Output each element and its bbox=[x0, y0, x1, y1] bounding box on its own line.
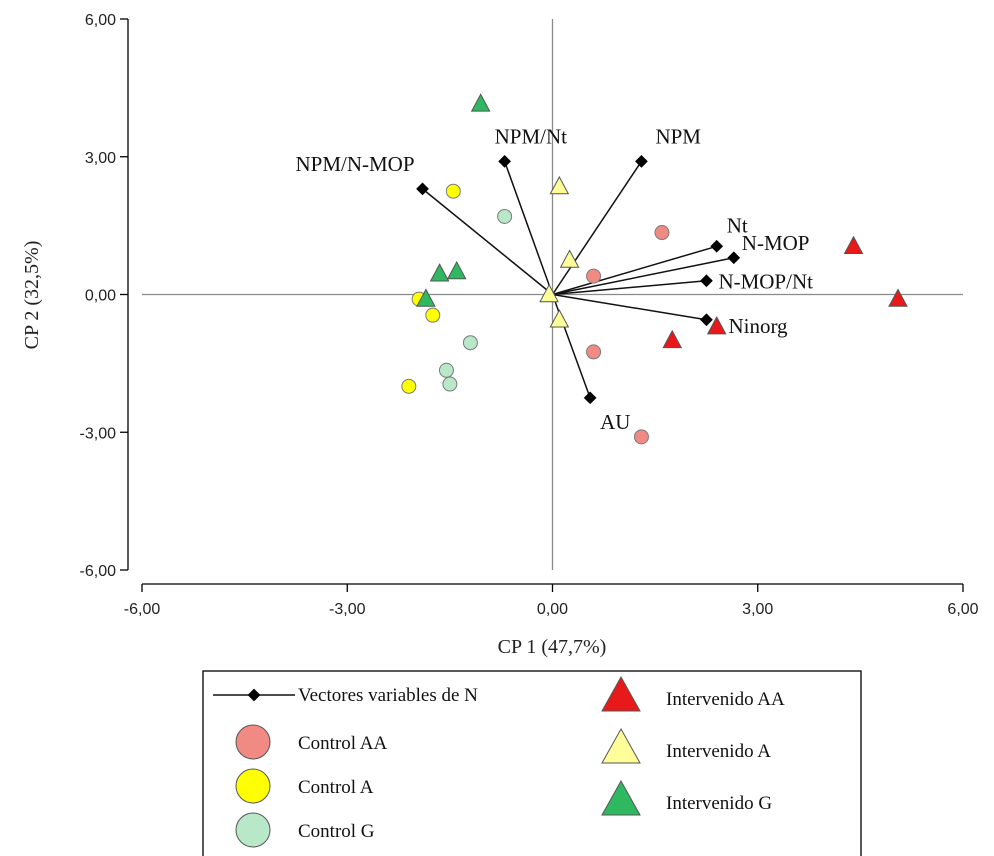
axes: -6,00 -3,00 0,00 3,00 6,00 -6,00 -3,00 0,00 3,00… bbox=[80, 12, 979, 618]
legend-box bbox=[202, 670, 862, 856]
y-tick-label: -3,00 bbox=[80, 425, 117, 442]
data-point bbox=[438, 362, 454, 378]
vector-line bbox=[552, 293, 707, 321]
data-point bbox=[843, 235, 864, 254]
legend-label: Control A bbox=[298, 777, 374, 798]
vector-endpoint bbox=[635, 154, 648, 168]
vector-line bbox=[551, 294, 591, 399]
vector-label: NPM/N-MOP bbox=[295, 152, 414, 176]
data-point bbox=[559, 249, 580, 268]
data-point bbox=[425, 307, 441, 323]
data-point bbox=[442, 376, 458, 392]
y-tick-label: 0,00 bbox=[85, 288, 116, 305]
vector-label: NPM/Nt bbox=[495, 124, 568, 148]
data-point bbox=[549, 175, 570, 195]
data-point bbox=[416, 288, 436, 307]
data-point bbox=[470, 93, 491, 112]
x-tick-label: 3,00 bbox=[742, 601, 773, 618]
observation-points bbox=[401, 93, 908, 445]
vector-endpoint bbox=[710, 239, 724, 253]
legend-marker bbox=[601, 727, 641, 764]
data-point bbox=[462, 335, 478, 351]
data-point bbox=[888, 288, 908, 307]
vector-line bbox=[552, 257, 734, 296]
legend-marker bbox=[235, 812, 271, 848]
legend-vector-label: Vectores variables de N bbox=[298, 685, 478, 706]
data-point bbox=[401, 378, 417, 394]
vector-label: Ninorg bbox=[728, 314, 788, 338]
data-point bbox=[446, 260, 467, 280]
legend-label: Control AA bbox=[298, 733, 387, 754]
y-tick-label: 6,00 bbox=[85, 12, 116, 29]
vector-endpoint bbox=[416, 182, 429, 196]
data-point bbox=[633, 429, 649, 445]
vector-line bbox=[503, 161, 554, 295]
vector-line bbox=[552, 279, 707, 296]
data-point bbox=[445, 183, 461, 199]
legend-marker bbox=[601, 675, 641, 712]
vector-endpoint bbox=[727, 251, 741, 265]
vector-line bbox=[552, 245, 717, 296]
data-point bbox=[539, 283, 559, 303]
vector-endpoint bbox=[498, 154, 511, 168]
vector-endpoint bbox=[583, 391, 597, 405]
vector-label: N-MOP bbox=[742, 231, 810, 255]
vector-endpoint bbox=[700, 274, 713, 288]
data-point bbox=[706, 315, 727, 335]
y-axis-label: CP 2 (32,5%) bbox=[21, 241, 43, 350]
legend-label: Intervenido G bbox=[666, 793, 772, 814]
data-point bbox=[662, 329, 683, 349]
y-tick-label: -6,00 bbox=[80, 563, 117, 580]
vector-label: N-MOP/Nt bbox=[718, 270, 813, 294]
y-tick-label: 3,00 bbox=[85, 150, 116, 167]
data-point bbox=[497, 208, 513, 224]
vector-line bbox=[551, 160, 643, 295]
legend-label: Intervenido AA bbox=[666, 689, 785, 710]
vector-label: AU bbox=[600, 410, 630, 434]
legend-label: Intervenido A bbox=[666, 741, 771, 762]
vector-endpoint bbox=[700, 313, 713, 327]
vector-label: NPM bbox=[655, 124, 701, 148]
x-axis-label: CP 1 (47,7%) bbox=[498, 636, 607, 658]
data-point bbox=[654, 225, 670, 241]
legend-label: Control G bbox=[298, 821, 375, 842]
legend-marker bbox=[235, 768, 271, 804]
x-tick-label: -6,00 bbox=[124, 601, 161, 618]
vector-label: Nt bbox=[727, 213, 748, 237]
vector-line bbox=[422, 188, 553, 296]
legend: Vectores variables de N Control AA Control… bbox=[202, 670, 862, 856]
data-point bbox=[429, 263, 450, 282]
variable-vectors: NPM NPM/Nt NPM/N-MOP NtN-MOP N-MOP/Nt Ninorg A… bbox=[295, 124, 813, 433]
legend-marker bbox=[235, 724, 271, 760]
x-tick-label: 0,00 bbox=[537, 601, 568, 618]
x-tick-label: -3,00 bbox=[329, 601, 366, 618]
legend-marker bbox=[601, 779, 641, 816]
x-tick-label: 6,00 bbox=[947, 601, 978, 618]
data-point bbox=[549, 309, 570, 328]
data-point bbox=[586, 344, 602, 360]
data-point bbox=[586, 268, 602, 284]
